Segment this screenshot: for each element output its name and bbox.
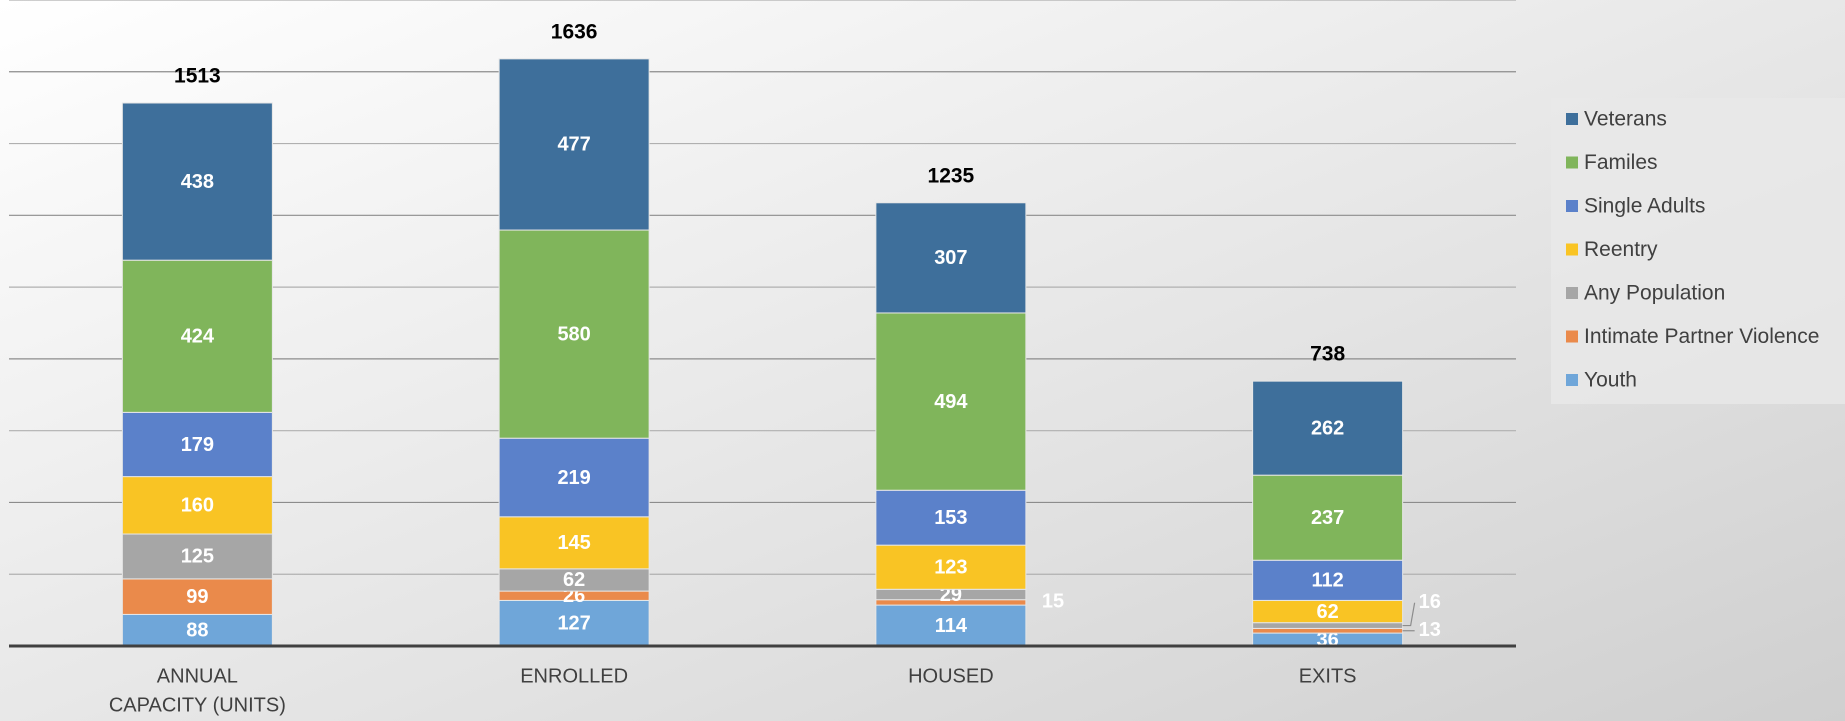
data-label: 307 <box>934 247 967 269</box>
legend-label: Any Population <box>1584 282 1725 305</box>
x-tick-label: EXITS <box>1299 665 1357 687</box>
data-label: 123 <box>934 557 967 579</box>
legend-label: Youth <box>1584 369 1637 392</box>
data-label: 580 <box>557 323 590 345</box>
bar-segment <box>498 516 650 570</box>
bar-segment <box>875 312 1027 491</box>
bar-segment <box>498 599 650 647</box>
data-label: 153 <box>934 507 967 529</box>
x-tick-label: CAPACITY (UNITS) <box>109 694 286 716</box>
data-label: 262 <box>1311 417 1344 439</box>
legend-swatch <box>1566 200 1578 212</box>
leader-line <box>1402 602 1416 627</box>
total-label: 1636 <box>551 20 598 43</box>
bar-segment <box>121 102 273 261</box>
legend-label: Veterans <box>1584 108 1667 131</box>
bar-segment <box>498 58 650 231</box>
bar-segment <box>498 437 650 518</box>
data-label: 494 <box>934 391 968 413</box>
data-label: 99 <box>186 586 208 608</box>
legend-swatch <box>1566 156 1578 169</box>
data-label: 424 <box>181 326 215 348</box>
bar-segment <box>1252 380 1404 476</box>
total-label: 738 <box>1310 343 1345 366</box>
data-label: 179 <box>181 434 214 456</box>
data-label: 112 <box>1311 570 1343 592</box>
bar-segment <box>121 578 273 615</box>
bar-segment <box>875 544 1027 590</box>
data-label: 219 <box>557 467 590 489</box>
legend-label: Reentry <box>1584 238 1658 261</box>
data-label: 16 <box>1419 591 1441 613</box>
data-label: 62 <box>1317 601 1339 623</box>
bar-segment <box>121 476 273 535</box>
legend-box <box>1551 98 1845 404</box>
bar-segment <box>121 613 273 647</box>
bar-segment <box>875 202 1027 314</box>
bar-segment <box>1252 622 1404 629</box>
bar-segment <box>498 229 650 439</box>
legend-swatch <box>1566 330 1578 343</box>
data-label: 13 <box>1419 619 1441 641</box>
data-label: 438 <box>181 171 214 193</box>
data-label: 114 <box>935 615 968 637</box>
data-label: 62 <box>563 569 585 591</box>
data-label: 145 <box>557 532 590 554</box>
bar-segment <box>121 411 273 478</box>
bar-segment <box>875 604 1027 647</box>
legend-label: Intimate Partner Violence <box>1584 325 1819 348</box>
total-label: 1235 <box>928 164 975 187</box>
data-label: 88 <box>186 619 208 641</box>
legend-label: Familes <box>1584 151 1658 174</box>
legend-swatch <box>1566 287 1578 299</box>
data-label: 237 <box>1311 507 1344 529</box>
x-tick-label: ENROLLED <box>520 665 628 687</box>
bar-segment <box>875 489 1027 546</box>
x-tick-label: HOUSED <box>908 665 994 687</box>
x-tick-label: ANNUAL <box>157 665 238 687</box>
legend-swatch <box>1566 113 1578 125</box>
bar-segment <box>1252 627 1404 634</box>
data-label: 160 <box>181 495 214 517</box>
data-label: 127 <box>557 612 590 634</box>
legend-swatch <box>1566 243 1578 256</box>
total-label: 1513 <box>174 65 221 88</box>
bar-segment <box>1252 559 1404 601</box>
data-label: 15 <box>1042 591 1064 613</box>
legend-label: Single Adults <box>1584 195 1705 218</box>
bar-segment <box>121 259 273 413</box>
data-label: 477 <box>557 134 590 156</box>
legend-swatch <box>1566 374 1578 386</box>
bar-segment <box>121 533 273 580</box>
data-label: 125 <box>181 546 214 568</box>
bar-segment <box>1252 474 1404 561</box>
